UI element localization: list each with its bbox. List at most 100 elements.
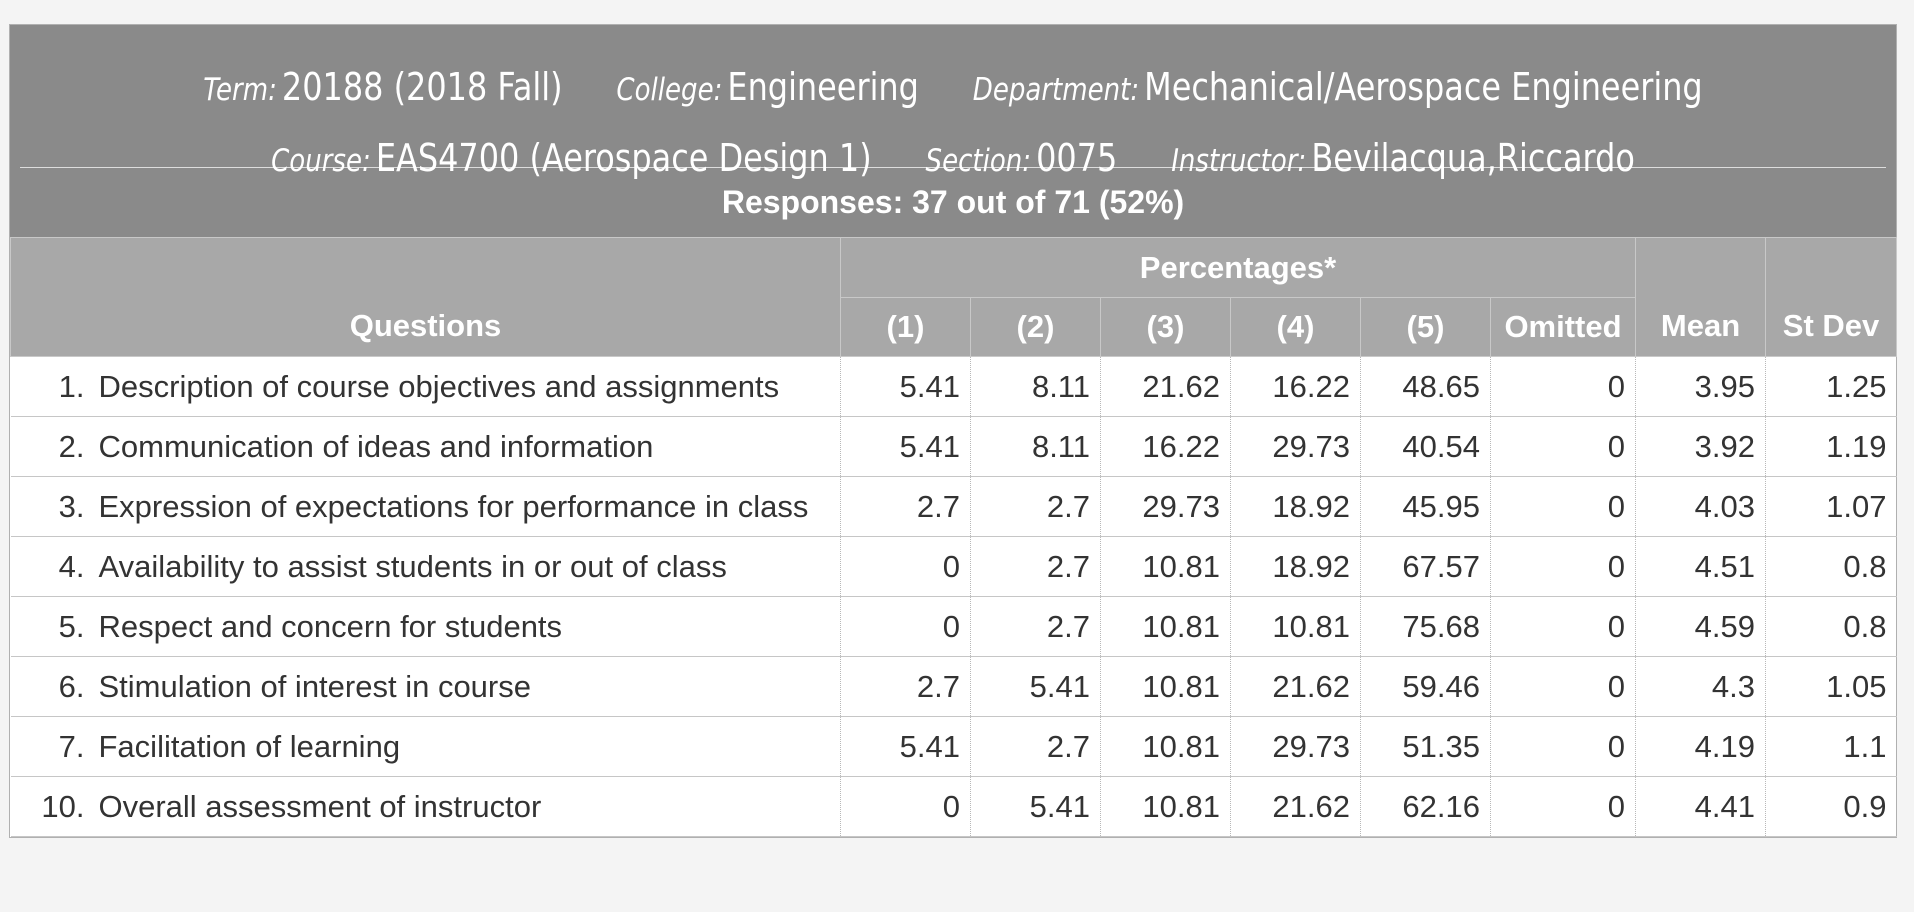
term-value: 20188 (2018 Fall)	[281, 65, 563, 109]
omitted-cell: 0	[1489, 656, 1636, 717]
stdev-cell: 0.8	[1765, 536, 1897, 597]
instructor-value: Bevilacqua,Riccardo	[1311, 136, 1635, 180]
course-value: EAS4700 (Aerospace Design 1)	[375, 136, 872, 180]
question-number: 1.	[58, 368, 85, 404]
mean-cell: 4.19	[1635, 716, 1766, 777]
mean-cell: 4.59	[1635, 596, 1766, 657]
mean-cell: 4.03	[1635, 476, 1766, 537]
stdev-cell: 1.05	[1765, 656, 1897, 717]
pct-2-cell: 8.11	[970, 416, 1101, 477]
rating-3-header: (3)	[1100, 297, 1231, 357]
table-row: 3. Expression of expectations for perform…	[10, 476, 1897, 537]
omitted-cell: 0	[1489, 716, 1636, 777]
question-text: Respect and concern for students	[98, 608, 563, 644]
omitted-cell: 0	[1489, 356, 1636, 417]
omitted-cell: 0	[1489, 416, 1636, 477]
pct-5-cell: 45.95	[1360, 476, 1491, 537]
pct-2-cell: 2.7	[970, 536, 1101, 597]
pct-3-cell: 10.81	[1100, 716, 1231, 777]
rating-5-header: (5)	[1360, 297, 1491, 357]
pct-5-cell: 59.46	[1360, 656, 1491, 717]
question-number: 10.	[41, 788, 85, 824]
pct-4-cell: 16.22	[1230, 356, 1361, 417]
pct-1-cell: 0	[840, 776, 971, 837]
percentages-header: Percentages*	[839, 237, 1637, 298]
results-table: Questions Percentages* Mean St Dev (1) (…	[10, 237, 1898, 837]
omitted-cell: 0	[1489, 536, 1636, 597]
pct-3-cell: 21.62	[1100, 356, 1231, 417]
pct-1-cell: 2.7	[840, 476, 971, 537]
question-cell: 3. Expression of expectations for perform…	[10, 476, 841, 537]
stdev-cell: 1.19	[1765, 416, 1897, 477]
question-text: Overall assessment of instructor	[98, 788, 542, 824]
mean-cell: 3.92	[1635, 416, 1766, 477]
pct-2-cell: 2.7	[970, 716, 1101, 777]
rating-1-header: (1)	[840, 297, 971, 357]
header-line-1: Term: 20188 (2018 Fall) College: Engineeri…	[161, 53, 1745, 124]
pct-1-cell: 5.41	[840, 416, 971, 477]
stdev-cell: 1.07	[1765, 476, 1897, 537]
question-cell: 7. Facilitation of learning	[10, 716, 841, 777]
pct-2-cell: 2.7	[970, 596, 1101, 657]
report-header: Term: 20188 (2018 Fall) College: Engineeri…	[10, 25, 1896, 237]
pct-2-cell: 5.41	[970, 656, 1101, 717]
table-row: 1. Description of course objectives and a…	[10, 356, 1897, 417]
pct-1-cell: 2.7	[840, 656, 971, 717]
pct-1-cell: 0	[840, 596, 971, 657]
responses-summary: Responses: 37 out of 71 (52%)	[721, 184, 1185, 220]
pct-4-cell: 29.73	[1230, 416, 1361, 477]
question-cell: 6. Stimulation of interest in course	[10, 656, 841, 717]
mean-header: Mean	[1635, 237, 1767, 357]
pct-4-cell: 21.62	[1230, 776, 1361, 837]
question-text: Facilitation of learning	[98, 728, 401, 764]
pct-3-cell: 10.81	[1100, 776, 1231, 837]
pct-4-cell: 18.92	[1230, 476, 1361, 537]
pct-4-cell: 18.92	[1230, 536, 1361, 597]
omitted-header: Omitted	[1489, 297, 1637, 357]
pct-1-cell: 5.41	[840, 716, 971, 777]
question-cell: 4. Availability to assist students in or …	[10, 536, 841, 597]
omitted-cell: 0	[1489, 776, 1636, 837]
college-value: Engineering	[727, 65, 919, 109]
pct-5-cell: 48.65	[1360, 356, 1491, 417]
pct-4-cell: 10.81	[1230, 596, 1361, 657]
instructor-label: Instructor:	[1171, 143, 1307, 179]
question-number: 5.	[58, 608, 85, 644]
pct-2-cell: 2.7	[970, 476, 1101, 537]
question-text: Availability to assist students in or ou…	[98, 548, 727, 584]
question-text: Description of course objectives and ass…	[98, 368, 780, 404]
evaluation-report: Term: 20188 (2018 Fall) College: Engineeri…	[9, 24, 1898, 838]
pct-5-cell: 67.57	[1360, 536, 1491, 597]
term-label: Term:	[203, 72, 277, 108]
pct-2-cell: 5.41	[970, 776, 1101, 837]
pct-1-cell: 0	[840, 536, 971, 597]
table-row: 2. Communication of ideas and information…	[10, 416, 1897, 477]
department-label: Department:	[972, 72, 1140, 108]
pct-5-cell: 40.54	[1360, 416, 1491, 477]
mean-cell: 4.3	[1635, 656, 1766, 717]
pct-4-cell: 29.73	[1230, 716, 1361, 777]
pct-3-cell: 29.73	[1100, 476, 1231, 537]
table-row: 10. Overall assessment of instructor 0 5.…	[10, 776, 1897, 837]
pct-3-cell: 16.22	[1100, 416, 1231, 477]
pct-3-cell: 10.81	[1100, 536, 1231, 597]
college-label: College:	[616, 72, 723, 108]
pct-3-cell: 10.81	[1100, 656, 1231, 717]
mean-cell: 4.41	[1635, 776, 1766, 837]
question-text: Communication of ideas and information	[98, 428, 654, 464]
question-cell: 10. Overall assessment of instructor	[10, 776, 841, 837]
mean-cell: 3.95	[1635, 356, 1766, 417]
section-value: 0075	[1036, 136, 1118, 180]
rating-4-header: (4)	[1230, 297, 1361, 357]
mean-cell: 4.51	[1635, 536, 1766, 597]
department-value: Mechanical/Aerospace Engineering	[1144, 65, 1703, 109]
course-label: Course:	[271, 143, 371, 179]
stdev-cell: 0.8	[1765, 596, 1897, 657]
header-line-2: Course: EAS4700 (Aerospace Design 1) Sect…	[161, 124, 1745, 195]
question-number: 2.	[58, 428, 85, 464]
table-row: 4. Availability to assist students in or …	[10, 536, 1897, 597]
pct-4-cell: 21.62	[1230, 656, 1361, 717]
table-row: 5. Respect and concern for students 0 2.7…	[10, 596, 1897, 657]
stdev-cell: 1.25	[1765, 356, 1897, 417]
pct-5-cell: 62.16	[1360, 776, 1491, 837]
